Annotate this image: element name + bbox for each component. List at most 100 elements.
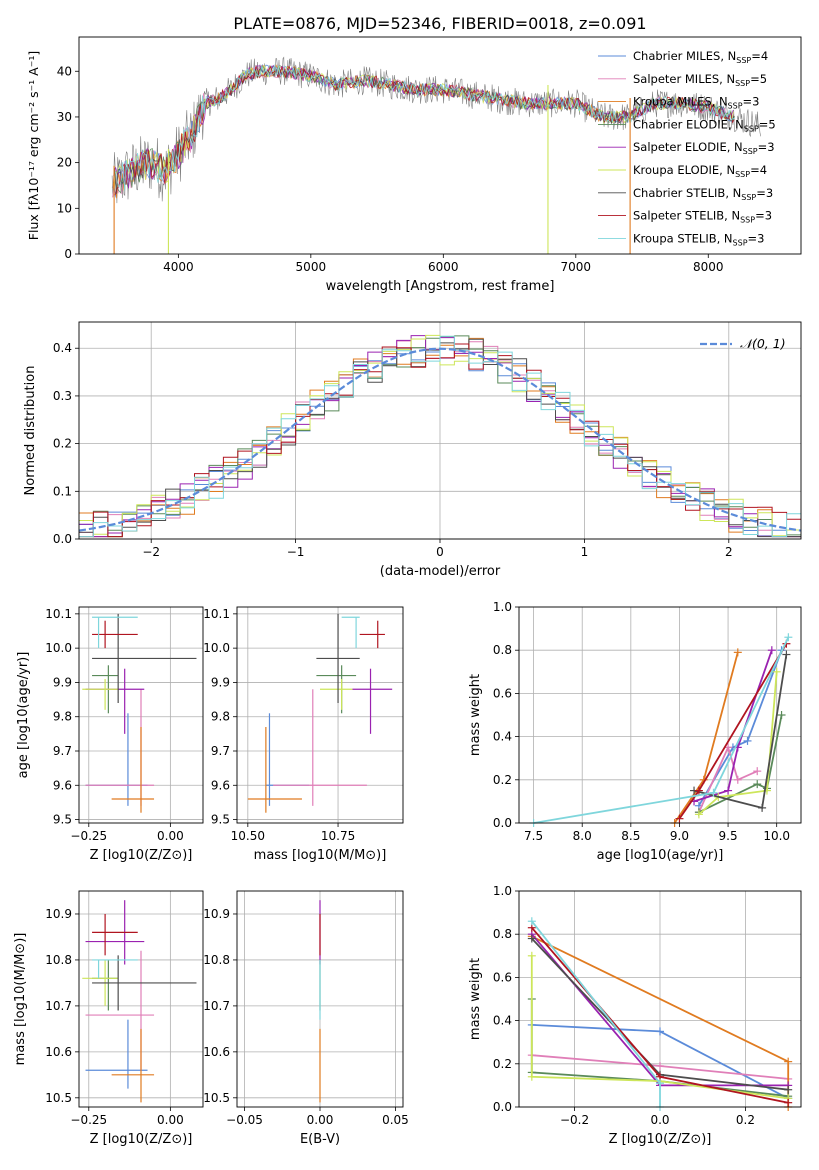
legend-label: Kroupa ELODIE, NSSP=4 <box>633 163 767 179</box>
legend-label: Salpeter MILES, NSSP=5 <box>633 72 767 88</box>
mass_vs_ebv-ytick-label: 10.5 <box>203 1091 230 1105</box>
legend-label: 𝒩(0, 1) <box>740 336 786 351</box>
mass_vs_ebv-ytick-label: 10.6 <box>203 1045 230 1059</box>
legend-label: Chabrier STELIB, NSSP=3 <box>633 186 773 202</box>
spectrum-xtick-label: 8000 <box>693 260 724 274</box>
age_vs_mass-ytick-label: 10.0 <box>203 641 230 655</box>
spectrum-ytick-label: 0 <box>64 247 72 261</box>
normal-curve <box>78 347 802 532</box>
age_vs_Z-xtick-label: 0.00 <box>157 829 184 843</box>
weight_vs_age-ylabel: mass weight <box>468 674 483 756</box>
mass_vs_ebv-xlabel: E(B-V) <box>300 1132 340 1147</box>
weight_vs_age-xtick-label: 10.0 <box>763 829 790 843</box>
spectrum-frame <box>78 36 802 255</box>
residuals-axes: −2 −1 0 1 2 0.0 0.1 0.2 0.3 0.4 <box>53 322 801 559</box>
age_vs_Z-xtick-label: −0.25 <box>70 829 107 843</box>
spectrum-xtick-label: 5000 <box>296 260 327 274</box>
residuals-ytick-label: 0.1 <box>53 484 72 498</box>
weight_vs_age-xtick-label: 8.0 <box>573 829 592 843</box>
mass_vs_Z-axes: −0.25 0.00 10.5 10.6 10.7 10.8 10.9 <box>45 891 203 1127</box>
spectrum-ytick-label: 20 <box>57 156 72 170</box>
spectrum-xtick-label: 4000 <box>163 260 194 274</box>
mass_vs_Z-ytick-label: 10.7 <box>45 999 72 1013</box>
mass_vs_Z-points <box>82 900 197 1103</box>
weight_vs_age-ytick-label: 1.0 <box>493 600 512 614</box>
spectrum-xlabel: wavelength [Angstrom, rest frame] <box>326 279 555 294</box>
mass_vs_ebv-ytick-label: 10.7 <box>203 999 230 1013</box>
weight_vs_Z-ytick-label: 0.0 <box>493 1100 512 1114</box>
age_vs_mass-xlabel: mass [log10(M/M⊙)] <box>254 848 387 863</box>
weight_vs_age-xtick-label: 9.0 <box>670 829 689 843</box>
spectrum-ylabel: Flux [fλ10⁻¹⁷ erg cm⁻² s⁻¹ A⁻¹] <box>26 51 41 240</box>
weight_vs_age-ytick-label: 0.8 <box>493 643 512 657</box>
weight_vs_age-xlabel: age [log10(age/yr)] <box>597 848 724 863</box>
weight_vs_Z-ytick-label: 1.0 <box>493 884 512 898</box>
residuals-frame <box>78 321 802 540</box>
residuals-ytick-label: 0.2 <box>53 437 72 451</box>
age_vs_Z-ytick-label: 9.7 <box>53 744 72 758</box>
legend-label: Chabrier MILES, NSSP=4 <box>633 49 768 65</box>
age_vs_Z-frame <box>78 606 204 824</box>
age_vs_Z-ytick-label: 10.0 <box>45 641 72 655</box>
weight_vs_Z-ytick-label: 0.4 <box>493 1014 512 1028</box>
residuals-xtick-label: −2 <box>142 545 160 559</box>
spectrum-axes: 4000 5000 6000 7000 8000 0 10 20 30 40 <box>57 64 724 274</box>
age_vs_Z-ytick-label: 9.5 <box>53 813 72 827</box>
age_vs_mass-frame <box>236 606 404 824</box>
residuals-ytick-label: 0.3 <box>53 389 72 403</box>
weight_vs_Z-frame <box>518 890 802 1108</box>
residuals-xtick-label: 1 <box>581 545 589 559</box>
age_vs_Z-points <box>82 613 197 813</box>
weight_vs_age-ytick-label: 0.2 <box>493 773 512 787</box>
figure-title: PLATE=0876, MJD=52346, FIBERID=0018, z=0… <box>233 14 646 33</box>
legend-label: Kroupa MILES, NSSP=3 <box>633 95 759 111</box>
weight_vs_Z-axes: −0.2 0.0 0.2 0.0 0.2 0.4 0.6 0.8 1.0 <box>493 884 801 1127</box>
age_vs_mass-ytick-label: 9.6 <box>211 778 230 792</box>
legend-label: Chabrier ELODIE, NSSP=5 <box>633 117 776 133</box>
weight_vs_age-series-line <box>693 649 773 803</box>
weight_vs_age-frame <box>518 606 802 824</box>
mass_vs_Z-frame <box>78 890 204 1108</box>
spectrum-ytick-label: 30 <box>57 110 72 124</box>
weight_vs_Z-ytick-label: 0.8 <box>493 927 512 941</box>
spectrum-xtick-label: 7000 <box>561 260 592 274</box>
age_vs_mass-ytick-label: 10.1 <box>203 607 230 621</box>
age_vs_mass-xtick-label: 10.50 <box>231 829 265 843</box>
mass_vs_Z-ytick-label: 10.5 <box>45 1091 72 1105</box>
age_vs_mass-xtick-label: 10.75 <box>321 829 355 843</box>
spectrum-series-line <box>114 63 735 192</box>
residuals-ylabel: Normed distribution <box>23 366 38 496</box>
age_vs_mass-ytick-label: 9.7 <box>211 744 230 758</box>
legend-label: Salpeter STELIB, NSSP=3 <box>633 209 772 225</box>
weight_vs_age-ytick-label: 0.0 <box>493 816 512 830</box>
weight_vs_age-series-line <box>533 636 790 824</box>
legend-label: Kroupa STELIB, NSSP=3 <box>633 231 764 247</box>
weight_vs_Z-ylabel: mass weight <box>468 958 483 1040</box>
weight_vs_Z-ytick-label: 0.2 <box>493 1057 512 1071</box>
weight_vs_age-series-line <box>698 714 783 814</box>
age_vs_Z-ytick-label: 9.6 <box>53 778 72 792</box>
legend-label: Salpeter ELODIE, NSSP=3 <box>633 140 775 156</box>
spectrum-ytick-label: 40 <box>57 64 72 78</box>
mass_vs_ebv-xtick-label: 0.05 <box>382 1113 409 1127</box>
weight_vs_age-ytick-label: 0.4 <box>493 730 512 744</box>
mass_vs_ebv-xtick-label: 0.00 <box>307 1113 334 1127</box>
mass_vs_ebv-axes: −0.05 0.00 0.05 10.5 10.6 10.7 10.8 10.9 <box>203 891 409 1127</box>
mass_vs_Z-ytick-label: 10.8 <box>45 953 72 967</box>
mass_vs_ebv-ytick-label: 10.8 <box>203 953 230 967</box>
age_vs_Z-axes: −0.25 0.00 9.5 9.6 9.7 9.8 9.9 10.0 10.1 <box>45 607 203 843</box>
spectrum-xtick-label: 6000 <box>428 260 459 274</box>
residuals-xlabel: (data-model)/error <box>380 564 501 579</box>
weight_vs_Z-ytick-label: 0.6 <box>493 970 512 984</box>
spectrum-data-line <box>111 56 761 204</box>
weight_vs_age-series-line <box>698 671 778 816</box>
age_vs_mass-ytick-label: 9.9 <box>211 675 230 689</box>
age_vs_Z-ylabel: age [log10(age/yr)] <box>16 652 31 779</box>
age_vs_Z-xlabel: Z [log10(Z/Z⊙)] <box>90 848 193 863</box>
weight_vs_Z-xtick-label: 0.2 <box>736 1113 755 1127</box>
age_vs_Z-ytick-label: 9.9 <box>53 675 72 689</box>
mass_vs_ebv-ytick-label: 10.9 <box>203 907 230 921</box>
mass_vs_Z-ytick-label: 10.9 <box>45 907 72 921</box>
mass_vs_Z-xlabel: Z [log10(Z/Z⊙)] <box>90 1132 193 1147</box>
